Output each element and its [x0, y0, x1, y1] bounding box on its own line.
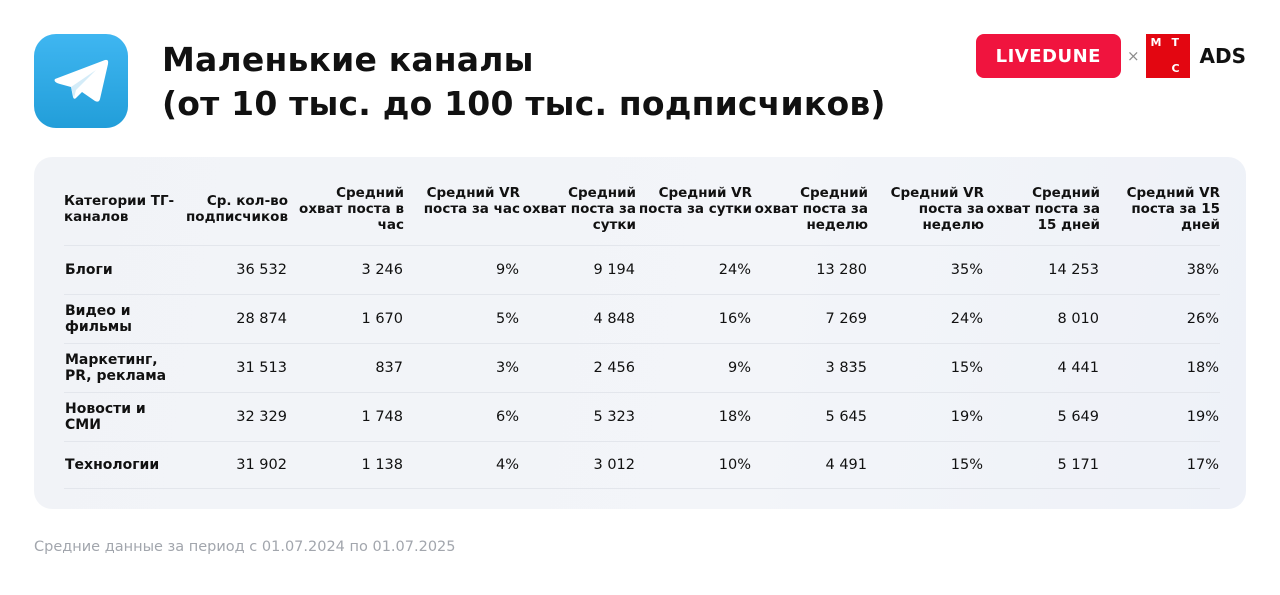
category-cell: Технологии	[64, 441, 180, 489]
table-cell: 1 748	[288, 392, 404, 442]
table-cell: 31 902	[180, 441, 288, 489]
table-cell: 4%	[404, 441, 520, 489]
brand-logos: LIVEDUNE × М Т С ADS	[975, 34, 1246, 78]
table-cell: 1 138	[288, 441, 404, 489]
table-cell: 16%	[636, 294, 752, 344]
livedune-logo: LIVEDUNE	[975, 34, 1121, 78]
table-cell: 3%	[404, 343, 520, 393]
table-cell: 15%	[868, 343, 984, 393]
table-cell: 32 329	[180, 392, 288, 442]
column-header: Средний VR поста за час	[423, 185, 520, 217]
column-header: Средний VR поста за сутки	[638, 185, 752, 217]
footer-note: Средние данные за период с 01.07.2024 по…	[34, 539, 456, 555]
table-cell: 10%	[636, 441, 752, 489]
column-header: Средний VR поста за неделю	[890, 185, 984, 233]
table-cell: 4 491	[752, 441, 868, 489]
table-cell: 15%	[868, 441, 984, 489]
table-cell: 24%	[868, 294, 984, 344]
table-cell: 35%	[868, 245, 984, 295]
table-row: Новости и СМИ 32 329 1 748 6% 5 323 18% …	[64, 392, 1220, 442]
channels-table: Категории ТГ-каналов Ср. кол-во подписчи…	[64, 185, 1220, 489]
column-header: Категории ТГ-каналов	[64, 193, 175, 225]
page-title: Маленькие каналы (от 10 тыс. до 100 тыс.…	[162, 38, 886, 126]
column-header: Средний охват поста за 15 дней	[986, 185, 1100, 233]
table-row: Маркетинг, PR, реклама 31 513 837 3% 2 4…	[64, 343, 1220, 393]
table-cell: 24%	[636, 245, 752, 295]
column-header: Средний охват поста за сутки	[522, 185, 636, 233]
title-line-2: (от 10 тыс. до 100 тыс. подписчиков)	[162, 84, 886, 123]
table-cell: 38%	[1100, 245, 1220, 295]
data-table-card: Категории ТГ-каналов Ср. кол-во подписчи…	[34, 157, 1246, 509]
table-cell: 26%	[1100, 294, 1220, 344]
table-cell: 2 456	[520, 343, 636, 393]
table-cell: 14 253	[984, 245, 1100, 295]
category-cell: Блоги	[64, 245, 180, 295]
column-header: Средний охват поста за неделю	[754, 185, 868, 233]
table-cell: 5 323	[520, 392, 636, 442]
table-header-row: Категории ТГ-каналов Ср. кол-во подписчи…	[64, 185, 1220, 246]
table-cell: 6%	[404, 392, 520, 442]
column-header: Средний VR поста за 15 дней	[1126, 185, 1220, 233]
table-cell: 9 194	[520, 245, 636, 295]
table-cell: 4 848	[520, 294, 636, 344]
category-cell: Маркетинг, PR, реклама	[64, 343, 180, 393]
table-cell: 17%	[1100, 441, 1220, 489]
table-cell: 5 645	[752, 392, 868, 442]
table-cell: 1 670	[288, 294, 404, 344]
table-cell: 5%	[404, 294, 520, 344]
table-cell: 28 874	[180, 294, 288, 344]
table-cell: 4 441	[984, 343, 1100, 393]
mts-logo: М Т С	[1145, 34, 1190, 78]
brand-separator: ×	[1126, 47, 1140, 65]
table-cell: 13 280	[752, 245, 868, 295]
table-cell: 3 246	[288, 245, 404, 295]
table-cell: 8 010	[984, 294, 1100, 344]
table-cell: 5 171	[984, 441, 1100, 489]
telegram-icon	[54, 59, 109, 102]
ads-label: ADS	[1199, 44, 1246, 68]
table-cell: 7 269	[752, 294, 868, 344]
table-cell: 19%	[1100, 392, 1220, 442]
table-cell: 9%	[404, 245, 520, 295]
column-header: Средний охват поста в час	[299, 185, 404, 233]
table-cell: 19%	[868, 392, 984, 442]
table-row: Технологии 31 902 1 138 4% 3 012 10% 4 4…	[64, 441, 1220, 489]
table-cell: 31 513	[180, 343, 288, 393]
category-cell: Новости и СМИ	[64, 392, 180, 442]
table-row: Блоги 36 532 3 246 9% 9 194 24% 13 280 3…	[64, 245, 1220, 295]
table-cell: 837	[288, 343, 404, 393]
telegram-logo	[34, 34, 128, 128]
column-header: Ср. кол-во подписчиков	[185, 193, 288, 225]
table-cell: 3 835	[752, 343, 868, 393]
table-cell: 36 532	[180, 245, 288, 295]
mts-letter-t: Т	[1171, 36, 1180, 49]
table-cell: 18%	[1100, 343, 1220, 393]
table-cell: 9%	[636, 343, 752, 393]
table-cell: 5 649	[984, 392, 1100, 442]
category-cell: Видео и фильмы	[64, 294, 180, 344]
mts-letter-m: М	[1150, 36, 1162, 49]
table-cell: 3 012	[520, 441, 636, 489]
table-cell: 18%	[636, 392, 752, 442]
mts-letter-s: С	[1171, 62, 1180, 75]
title-line-1: Маленькие каналы	[162, 40, 534, 79]
table-row: Видео и фильмы 28 874 1 670 5% 4 848 16%…	[64, 294, 1220, 344]
